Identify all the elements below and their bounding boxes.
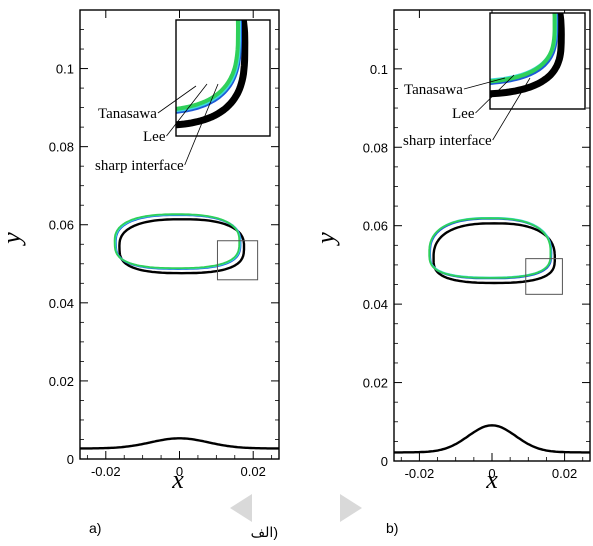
y-tick-label: 0.02 <box>363 376 388 391</box>
inset-curves <box>490 13 565 98</box>
inset-frame <box>489 12 586 110</box>
y-axis-label: y <box>0 232 26 247</box>
y-tick-label: 0.08 <box>363 140 388 155</box>
curve-tanasawa <box>113 213 241 269</box>
annotation-tanasawa-leader <box>463 77 506 90</box>
y-tick-label: 0.06 <box>49 218 74 233</box>
panel-label: b) <box>386 520 398 536</box>
annotation-tanasawa: Tanasawa <box>404 82 463 98</box>
inset-curves <box>176 20 249 129</box>
y-tick-label: 0.08 <box>49 140 74 155</box>
inset-curve-tanasawa <box>490 13 557 84</box>
curve-extra <box>428 217 552 279</box>
panel-b: 0 0.02 0.04 0.06 0.08 0.1 -0.02 0 0.02 x y Tanasawa… <box>311 9 591 536</box>
curve-interface <box>80 437 279 450</box>
inset-curve-tanasawa <box>176 20 240 111</box>
zoom-box <box>525 258 563 295</box>
annotation-sharp-interface-leader <box>492 77 531 141</box>
annotation-tanasawa: Tanasawa <box>98 106 157 122</box>
x-tick-label: 0 <box>488 466 495 481</box>
panel-label-alt: الف) <box>251 524 278 540</box>
annotation-sharp-interface: sharp interface <box>403 133 492 149</box>
x-tick-label: 0.02 <box>552 466 577 481</box>
x-tick-label: 0.02 <box>241 464 266 479</box>
curve-interface <box>394 424 590 454</box>
panel-a: 0 0.02 0.04 0.06 0.08 0.1 -0.02 0 0.02 x y Tanasawa… <box>0 9 280 540</box>
y-tick-label: 0.1 <box>56 62 74 77</box>
y-tick-label: 0.1 <box>370 62 388 77</box>
inset-background <box>176 20 270 136</box>
annotation-sharp-interface: sharp interface <box>95 158 184 174</box>
watermark-arrow-left <box>230 494 252 522</box>
y-tick-label: 0 <box>67 452 74 467</box>
inset-curve-sharp-interface <box>176 20 249 129</box>
panel-label: a) <box>89 520 101 536</box>
y-tick-label: 0.06 <box>363 219 388 234</box>
y-axis-label: y <box>311 232 340 247</box>
watermark-arrow-right <box>340 494 362 522</box>
y-tick-label: 0 <box>381 454 388 469</box>
zoom-box <box>216 240 259 281</box>
y-tick-label: 0.04 <box>363 297 388 312</box>
annotation-lee: Lee <box>452 106 475 122</box>
curve-tanasawa <box>428 217 552 279</box>
curve-sharp-interface <box>432 222 556 285</box>
annotation-sharp-interface-leader <box>184 83 219 166</box>
annotation-tanasawa-leader <box>157 85 197 114</box>
annotation-lee: Lee <box>143 129 166 145</box>
x-tick-label: -0.02 <box>91 464 121 479</box>
y-tick-label: 0.02 <box>49 374 74 389</box>
x-tick-label: 0 <box>176 464 183 479</box>
x-axis-label: x <box>485 465 498 494</box>
x-axis-label: x <box>171 465 184 494</box>
y-tick-label: 0.04 <box>49 296 74 311</box>
inset-frame <box>175 19 271 137</box>
annotation-lee-leader <box>166 83 208 137</box>
annotation-lee-leader <box>475 74 515 114</box>
inset-curve-sharp-interface <box>490 13 565 98</box>
x-tick-label: -0.02 <box>405 466 435 481</box>
